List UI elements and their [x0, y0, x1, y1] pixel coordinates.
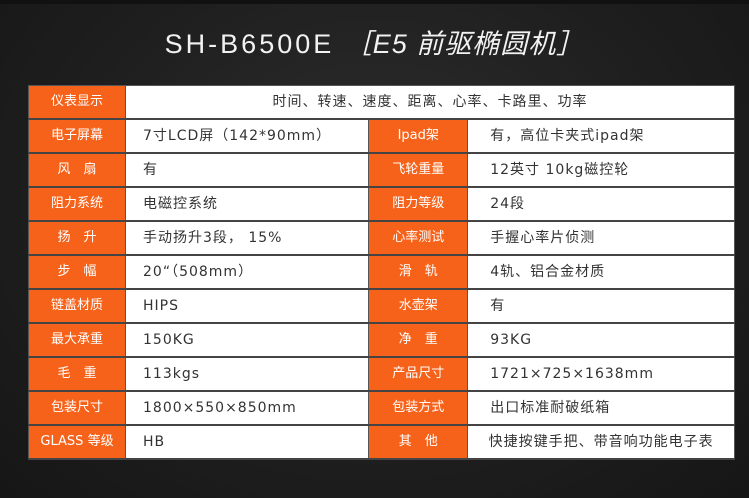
- spec-label: 风 扇: [28, 152, 126, 188]
- spec-value: 手动扬升3段， 15%: [124, 220, 370, 256]
- spec-label: Ipad架: [368, 118, 469, 154]
- spec-value: 93KG: [467, 322, 735, 358]
- spec-value: 24段: [467, 186, 735, 222]
- table-row: 电子屏幕 7寸LCD屏（142*90mm） Ipad架 有，高位卡夹式ipad架: [28, 118, 735, 154]
- spec-label: 包装尺寸: [28, 390, 126, 426]
- model-description: ［E5 前驱椭圆机］: [344, 29, 585, 59]
- table-row: 链盖材质 HIPS 水壶架 有: [28, 288, 735, 324]
- spec-label: 净 重: [368, 322, 469, 358]
- spec-label: 心率测试: [368, 220, 469, 256]
- spec-label: 其 他: [368, 424, 469, 460]
- spec-label: 扬 升: [28, 220, 126, 256]
- table-row: 步 幅 20“（508mm） 滑 轨 4轨、铝合金材质: [28, 254, 735, 290]
- spec-label: 包装方式: [368, 390, 469, 426]
- table-row: 阻力系统 电磁控系统 阻力等级 24段: [28, 186, 735, 222]
- spec-label: 电子屏幕: [28, 118, 126, 154]
- spec-label: 步 幅: [28, 254, 126, 290]
- spec-value: 时间、转速、速度、距离、心率、卡路里、功率: [125, 85, 735, 120]
- spec-value: 快捷按键手把、带音响功能电子表: [467, 424, 735, 460]
- spec-value: 出口标准耐破纸箱: [467, 390, 735, 426]
- table-row: GLASS 等级 HB 其 他 快捷按键手把、带音响功能电子表: [28, 424, 735, 460]
- spec-label: GLASS 等级: [28, 424, 126, 460]
- model-name: SH-B6500E: [164, 29, 335, 59]
- spec-label: 滑 轨: [368, 254, 469, 290]
- table-row: 风 扇 有 飞轮重量 12英寸 10kg磁控轮: [28, 152, 735, 188]
- table-row: 最大承重 150KG 净 重 93KG: [28, 322, 735, 358]
- spec-label: 产品尺寸: [368, 356, 469, 392]
- spec-value: 150KG: [124, 322, 370, 358]
- spec-value: 4轨、铝合金材质: [467, 254, 735, 290]
- spec-value: HB: [124, 424, 370, 460]
- table-row: 毛 重 113kgs 产品尺寸 1721×725×1638mm: [28, 356, 735, 392]
- spec-label: 阻力等级: [368, 186, 469, 222]
- spec-label: 飞轮重量: [368, 152, 469, 188]
- spec-value: 有，高位卡夹式ipad架: [467, 118, 735, 154]
- spec-value: 7寸LCD屏（142*90mm）: [124, 118, 370, 154]
- spec-value: 12英寸 10kg磁控轮: [467, 152, 735, 188]
- spec-label: 阻力系统: [28, 186, 126, 222]
- spec-value: 1721×725×1638mm: [467, 356, 735, 392]
- spec-label: 最大承重: [28, 322, 126, 358]
- spec-value: 有: [467, 288, 735, 324]
- table-row: 包装尺寸 1800×550×850mm 包装方式 出口标准耐破纸箱: [28, 390, 735, 426]
- spec-label: 仪表显示: [28, 85, 126, 120]
- spec-value: HIPS: [124, 288, 370, 324]
- spec-value: 电磁控系统: [124, 186, 370, 222]
- page-title: SH-B6500E ［E5 前驱椭圆机］: [0, 22, 749, 61]
- spec-label: 毛 重: [28, 356, 126, 392]
- spec-label: 水壶架: [368, 288, 469, 324]
- table-row: 仪表显示 时间、转速、速度、距离、心率、卡路里、功率: [28, 85, 735, 120]
- spec-value: 20“（508mm）: [124, 254, 370, 290]
- table-row: 扬 升 手动扬升3段， 15% 心率测试 手握心率片侦测: [28, 220, 735, 256]
- top-bar: [0, 0, 749, 4]
- spec-value: 113kgs: [124, 356, 370, 392]
- spec-table: 仪表显示 时间、转速、速度、距离、心率、卡路里、功率 电子屏幕 7寸LCD屏（1…: [28, 85, 735, 460]
- spec-label: 链盖材质: [28, 288, 126, 324]
- spec-value: 手握心率片侦测: [467, 220, 735, 256]
- spec-value: 1800×550×850mm: [124, 390, 370, 426]
- spec-value: 有: [124, 152, 370, 188]
